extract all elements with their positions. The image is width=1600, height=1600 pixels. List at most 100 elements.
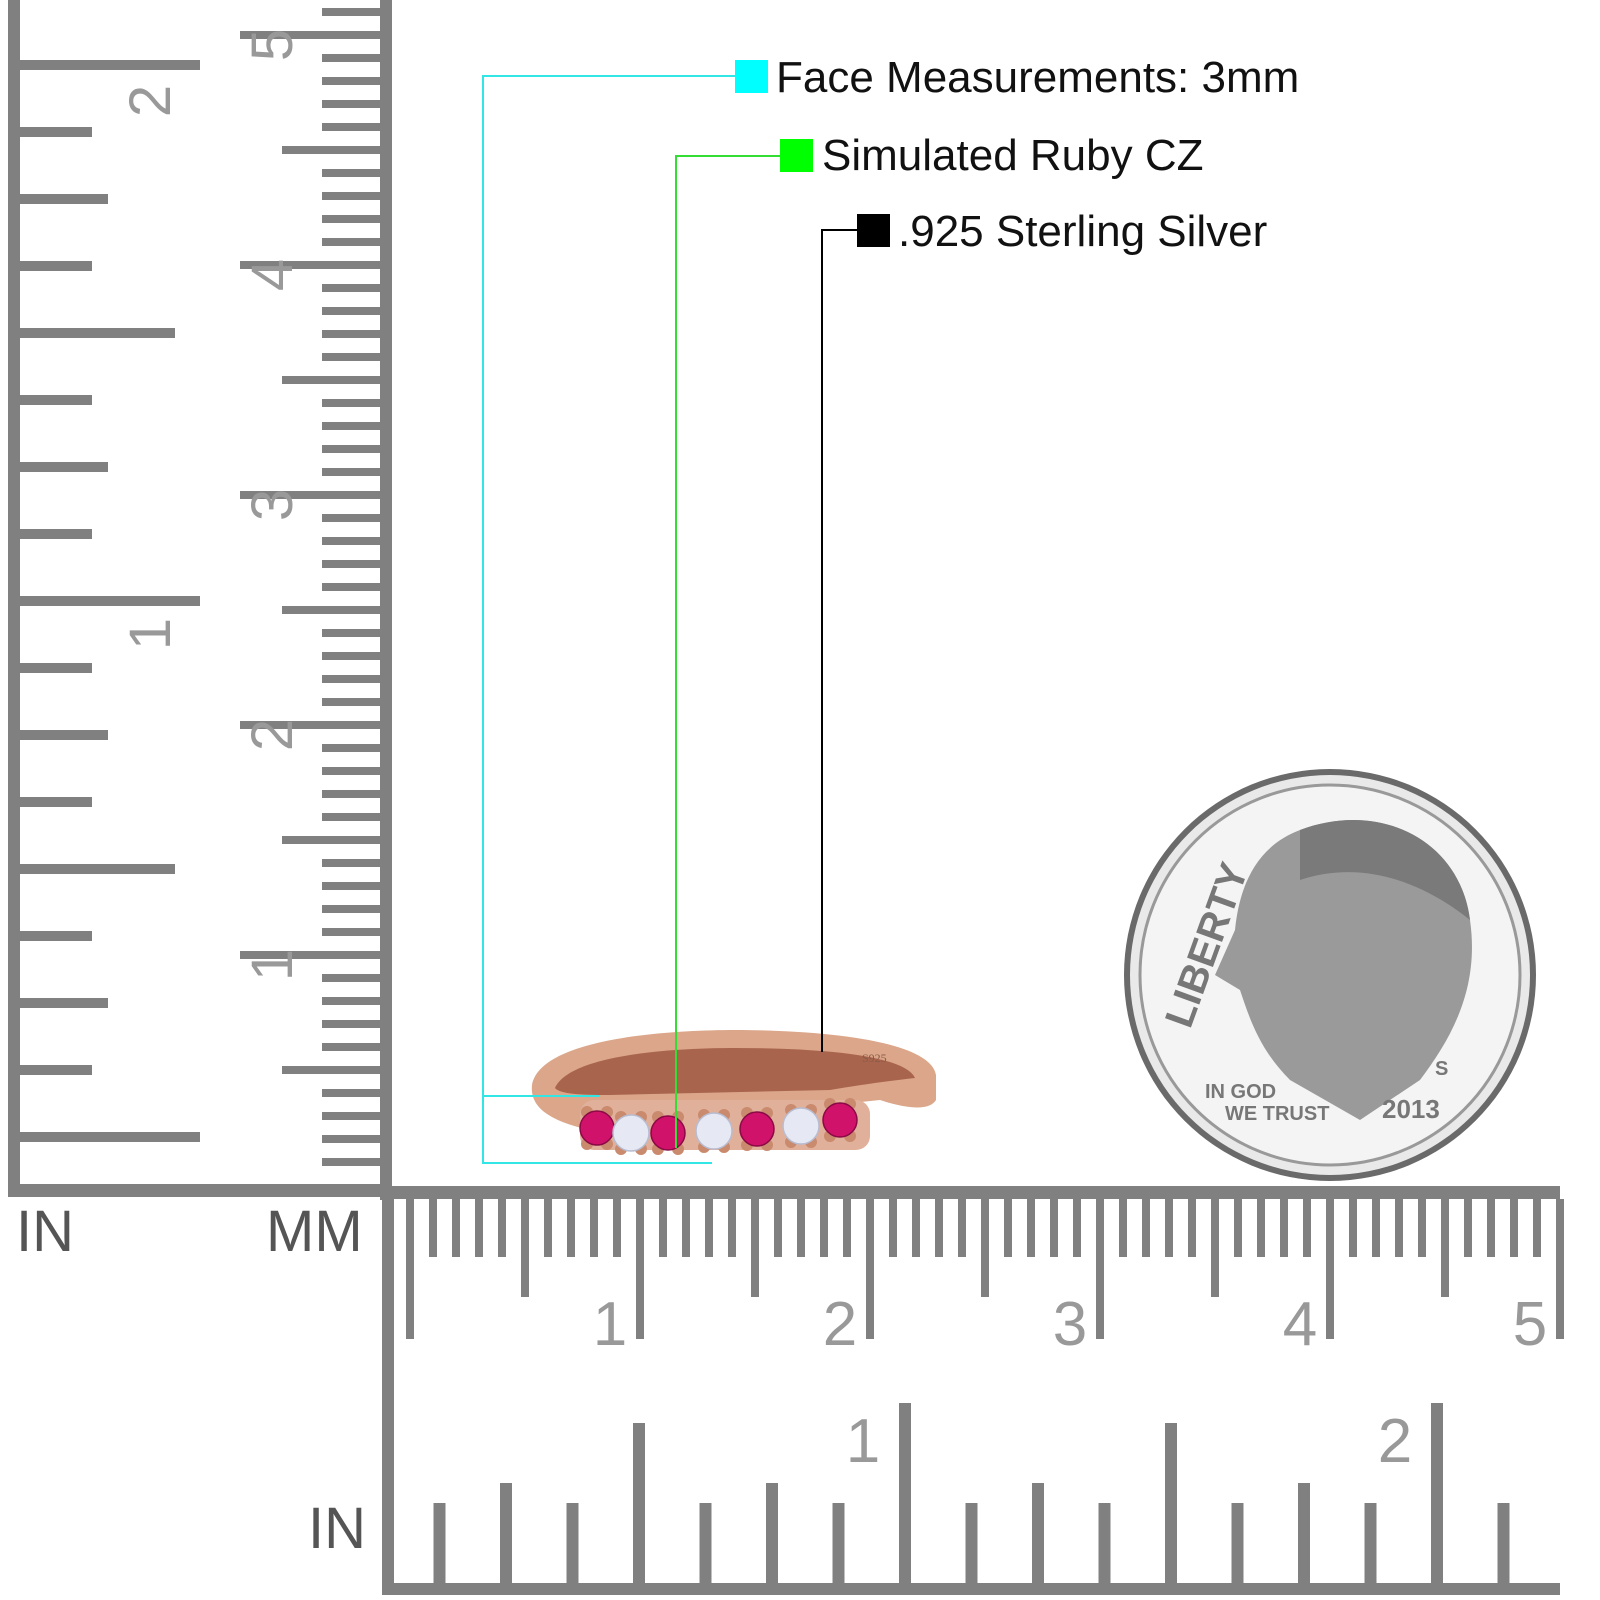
h-mm-tick [1418, 1199, 1426, 1257]
h-mm-tick [406, 1199, 414, 1339]
h-inch-label: 1 [846, 1407, 880, 1476]
v-mm-tick [322, 422, 380, 430]
v-mm-tick [322, 882, 380, 890]
unit-in-bottom: IN [308, 1496, 366, 1561]
h-mm-tick [613, 1199, 621, 1257]
v-ruler-left-edge [8, 0, 20, 1197]
v-mm-tick [322, 445, 380, 453]
v-inch-label: 2 [118, 85, 183, 117]
h-mm-tick [751, 1199, 759, 1297]
v-mm-tick [322, 123, 380, 131]
v-mm-tick [322, 675, 380, 683]
v-mm-tick [322, 1043, 380, 1051]
v-mm-tick [322, 629, 380, 637]
v-mm-tick [240, 721, 380, 729]
v-mm-label: 2 [240, 719, 305, 751]
h-ruler-top-edge [380, 1186, 1560, 1199]
v-mm-tick [322, 1135, 380, 1143]
v-mm-tick [240, 261, 380, 269]
v-mm-tick [240, 31, 380, 39]
v-mm-tick [322, 330, 380, 338]
h-mm-tick [1211, 1199, 1219, 1297]
h-mm-tick [705, 1199, 713, 1257]
h-inch-tick [1431, 1403, 1443, 1583]
h-mm-tick [774, 1199, 782, 1257]
h-inch-tick [899, 1403, 911, 1583]
h-cm-label: 2 [823, 1290, 857, 1359]
v-inch-tick [20, 596, 200, 606]
coin-hair [1300, 820, 1470, 920]
v-mm-tick [322, 744, 380, 752]
v-mm-tick [322, 8, 380, 16]
h-inch-tick [1032, 1483, 1044, 1583]
h-inch-tick [1231, 1503, 1244, 1583]
h-cm-label: 3 [1053, 1290, 1087, 1359]
ring-stamp: S925 [862, 1051, 887, 1065]
v-mm-tick [322, 813, 380, 821]
h-mm-tick [1372, 1199, 1380, 1257]
legend-simulated-ruby: Simulated Ruby CZ [822, 131, 1204, 180]
v-inch-tick [20, 328, 175, 338]
h-inch-tick [1165, 1423, 1177, 1583]
h-mm-tick [1326, 1199, 1334, 1339]
coin-motto-2: WE TRUST [1225, 1103, 1329, 1125]
h-inch-tick [699, 1503, 712, 1583]
v-inch-tick [20, 395, 92, 405]
h-mm-tick [475, 1199, 483, 1257]
h-mm-tick [1142, 1199, 1150, 1257]
v-inch-tick [20, 194, 108, 204]
black-swatch [857, 214, 890, 247]
h-mm-tick [590, 1199, 598, 1257]
ruby-stone [739, 1111, 775, 1147]
h-inch-tick [832, 1503, 845, 1583]
h-mm-tick [1556, 1199, 1564, 1339]
v-mm-tick [322, 514, 380, 522]
v-mm-tick [322, 54, 380, 62]
v-ruler-right-edge [380, 0, 392, 1200]
h-mm-tick [1510, 1199, 1518, 1257]
v-mm-tick [322, 284, 380, 292]
h-mm-tick [1464, 1199, 1472, 1257]
unit-mm: MM [266, 1199, 363, 1264]
h-inch-tick [1098, 1503, 1111, 1583]
v-mm-tick [240, 491, 380, 499]
v-mm-tick [322, 468, 380, 476]
h-cm-label: 4 [1283, 1290, 1317, 1359]
v-mm-tick [282, 836, 380, 844]
v-mm-tick [282, 146, 380, 154]
h-mm-tick [958, 1199, 966, 1257]
h-inch-tick [766, 1483, 778, 1583]
h-mm-tick [1188, 1199, 1196, 1257]
v-mm-tick [322, 997, 380, 1005]
h-mm-tick [1280, 1199, 1288, 1257]
h-inch-tick [500, 1483, 512, 1583]
green-swatch [780, 139, 813, 172]
v-mm-tick [322, 928, 380, 936]
coin-motto-1: IN GOD [1205, 1081, 1276, 1103]
h-mm-tick [521, 1199, 529, 1297]
v-mm-label: 5 [240, 29, 305, 61]
ruby-stone [822, 1102, 858, 1138]
v-mm-tick [322, 974, 380, 982]
h-inch-tick [1298, 1483, 1310, 1583]
h-inch-tick [965, 1503, 978, 1583]
h-mm-tick [1349, 1199, 1357, 1257]
v-inch-tick [20, 60, 200, 70]
v-mm-tick [322, 353, 380, 361]
h-mm-tick [659, 1199, 667, 1257]
h-mm-tick [1027, 1199, 1035, 1257]
h-mm-tick [544, 1199, 552, 1257]
v-mm-tick [322, 698, 380, 706]
v-inch-tick [20, 797, 92, 807]
v-mm-tick [322, 1158, 380, 1166]
v-mm-tick [322, 652, 380, 660]
v-mm-tick [322, 1089, 380, 1097]
v-mm-tick [322, 100, 380, 108]
h-mm-tick [820, 1199, 828, 1257]
v-mm-tick [322, 767, 380, 775]
v-mm-tick [322, 537, 380, 545]
cz-stone [782, 1107, 820, 1145]
h-mm-tick [1257, 1199, 1265, 1257]
v-inch-tick [20, 127, 92, 137]
